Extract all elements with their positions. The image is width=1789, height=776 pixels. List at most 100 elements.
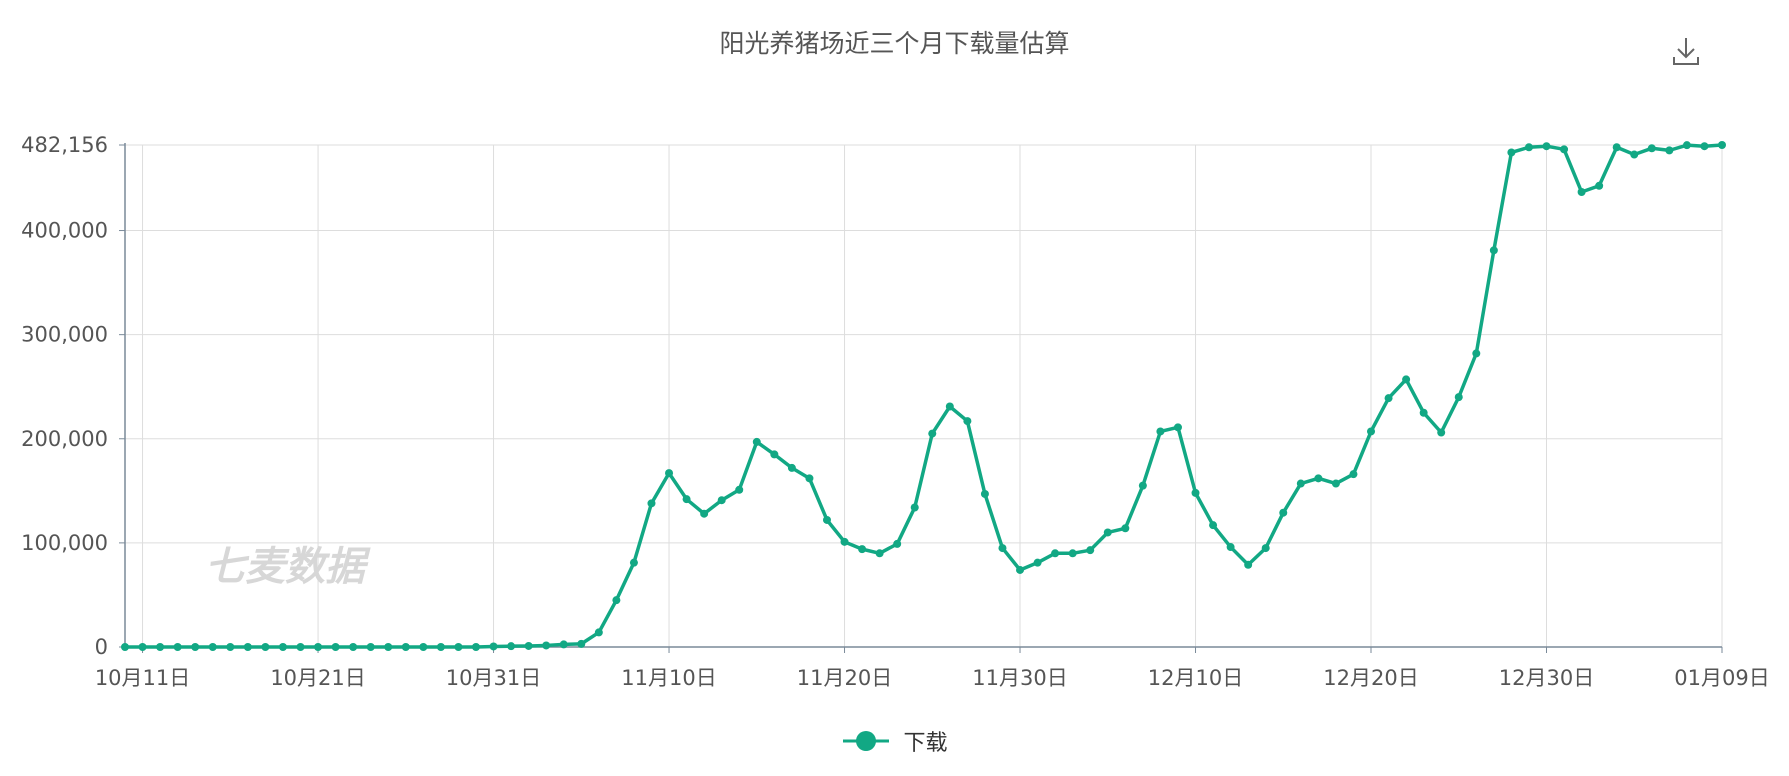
- data-point[interactable]: [1226, 543, 1235, 552]
- data-point[interactable]: [910, 503, 919, 512]
- data-point[interactable]: [1068, 549, 1077, 558]
- data-point[interactable]: [436, 643, 445, 651]
- data-point[interactable]: [261, 643, 270, 651]
- data-point[interactable]: [787, 463, 796, 472]
- data-point[interactable]: [559, 640, 568, 649]
- data-points: [121, 141, 1726, 651]
- data-point[interactable]: [822, 515, 831, 524]
- data-point[interactable]: [278, 643, 287, 651]
- data-point[interactable]: [945, 402, 954, 411]
- data-point[interactable]: [1577, 188, 1586, 197]
- data-point[interactable]: [893, 539, 902, 548]
- data-point[interactable]: [1419, 408, 1428, 417]
- data-point[interactable]: [717, 496, 726, 505]
- data-point[interactable]: [173, 643, 182, 651]
- data-point[interactable]: [454, 643, 463, 651]
- data-point[interactable]: [1173, 423, 1182, 432]
- data-point[interactable]: [1595, 181, 1604, 190]
- data-point[interactable]: [1524, 143, 1533, 152]
- data-point[interactable]: [1314, 474, 1323, 483]
- data-point[interactable]: [1454, 393, 1463, 402]
- download-icon[interactable]: [1669, 34, 1703, 68]
- data-point[interactable]: [1279, 508, 1288, 517]
- data-point[interactable]: [1103, 528, 1112, 537]
- data-point[interactable]: [489, 642, 498, 651]
- data-point[interactable]: [752, 437, 761, 446]
- data-point[interactable]: [1209, 521, 1218, 530]
- data-point[interactable]: [1121, 524, 1130, 533]
- y-tick-label: 400,000: [21, 219, 108, 243]
- legend[interactable]: 下载: [0, 725, 1789, 757]
- data-point[interactable]: [1367, 427, 1376, 436]
- data-point[interactable]: [1718, 141, 1726, 149]
- data-point[interactable]: [1560, 145, 1569, 154]
- data-point[interactable]: [1472, 349, 1481, 358]
- data-point[interactable]: [963, 417, 972, 426]
- data-point[interactable]: [121, 643, 129, 651]
- data-point[interactable]: [1138, 481, 1147, 490]
- data-point[interactable]: [208, 643, 217, 651]
- data-point[interactable]: [770, 450, 779, 459]
- data-point[interactable]: [1647, 144, 1656, 153]
- data-point[interactable]: [331, 643, 340, 651]
- data-point[interactable]: [366, 643, 375, 651]
- data-point[interactable]: [1630, 150, 1639, 159]
- data-point[interactable]: [1349, 470, 1358, 479]
- data-point[interactable]: [542, 641, 551, 650]
- data-point[interactable]: [243, 643, 252, 651]
- data-point[interactable]: [1384, 394, 1393, 403]
- data-point[interactable]: [1156, 427, 1165, 436]
- data-point[interactable]: [700, 509, 709, 518]
- data-point[interactable]: [191, 643, 200, 651]
- data-point[interactable]: [314, 643, 323, 651]
- data-point[interactable]: [1700, 142, 1709, 151]
- data-point[interactable]: [1612, 143, 1621, 152]
- x-tick-label: 11月10日: [621, 666, 716, 690]
- data-point[interactable]: [1051, 549, 1060, 558]
- data-point[interactable]: [1296, 479, 1305, 488]
- data-point[interactable]: [1437, 428, 1446, 437]
- data-point[interactable]: [507, 642, 516, 651]
- data-point[interactable]: [156, 643, 165, 651]
- data-point[interactable]: [840, 537, 849, 546]
- data-point[interactable]: [1086, 546, 1095, 555]
- data-point[interactable]: [419, 643, 428, 651]
- data-point[interactable]: [1542, 142, 1551, 151]
- data-point[interactable]: [1244, 560, 1253, 569]
- data-point[interactable]: [858, 545, 867, 554]
- data-point[interactable]: [1331, 479, 1340, 488]
- x-tick-label: 12月20日: [1323, 666, 1418, 690]
- data-point[interactable]: [471, 643, 480, 651]
- data-point[interactable]: [612, 596, 621, 605]
- data-point[interactable]: [524, 641, 533, 650]
- data-point[interactable]: [349, 643, 358, 651]
- data-point[interactable]: [577, 639, 586, 648]
- data-point[interactable]: [1261, 544, 1270, 553]
- data-point[interactable]: [998, 544, 1007, 553]
- data-point[interactable]: [1507, 148, 1516, 157]
- data-point[interactable]: [1191, 488, 1200, 497]
- data-point[interactable]: [682, 495, 691, 504]
- data-point[interactable]: [1016, 565, 1025, 574]
- data-point[interactable]: [138, 643, 147, 651]
- data-point[interactable]: [928, 429, 937, 438]
- data-point[interactable]: [384, 643, 393, 651]
- data-point[interactable]: [875, 549, 884, 558]
- data-point[interactable]: [647, 499, 656, 508]
- data-point[interactable]: [226, 643, 235, 651]
- data-point[interactable]: [1489, 246, 1498, 255]
- data-point[interactable]: [665, 469, 674, 478]
- data-point[interactable]: [1665, 146, 1674, 155]
- data-point[interactable]: [1033, 558, 1042, 567]
- y-tick-label: 300,000: [21, 323, 108, 347]
- data-point[interactable]: [629, 558, 638, 567]
- x-tick-label: 10月31日: [446, 666, 541, 690]
- data-point[interactable]: [296, 643, 305, 651]
- data-point[interactable]: [1682, 141, 1691, 150]
- data-point[interactable]: [1402, 375, 1411, 384]
- data-point[interactable]: [735, 485, 744, 494]
- data-point[interactable]: [980, 489, 989, 498]
- data-point[interactable]: [401, 643, 410, 651]
- data-point[interactable]: [805, 474, 814, 483]
- data-point[interactable]: [594, 628, 603, 637]
